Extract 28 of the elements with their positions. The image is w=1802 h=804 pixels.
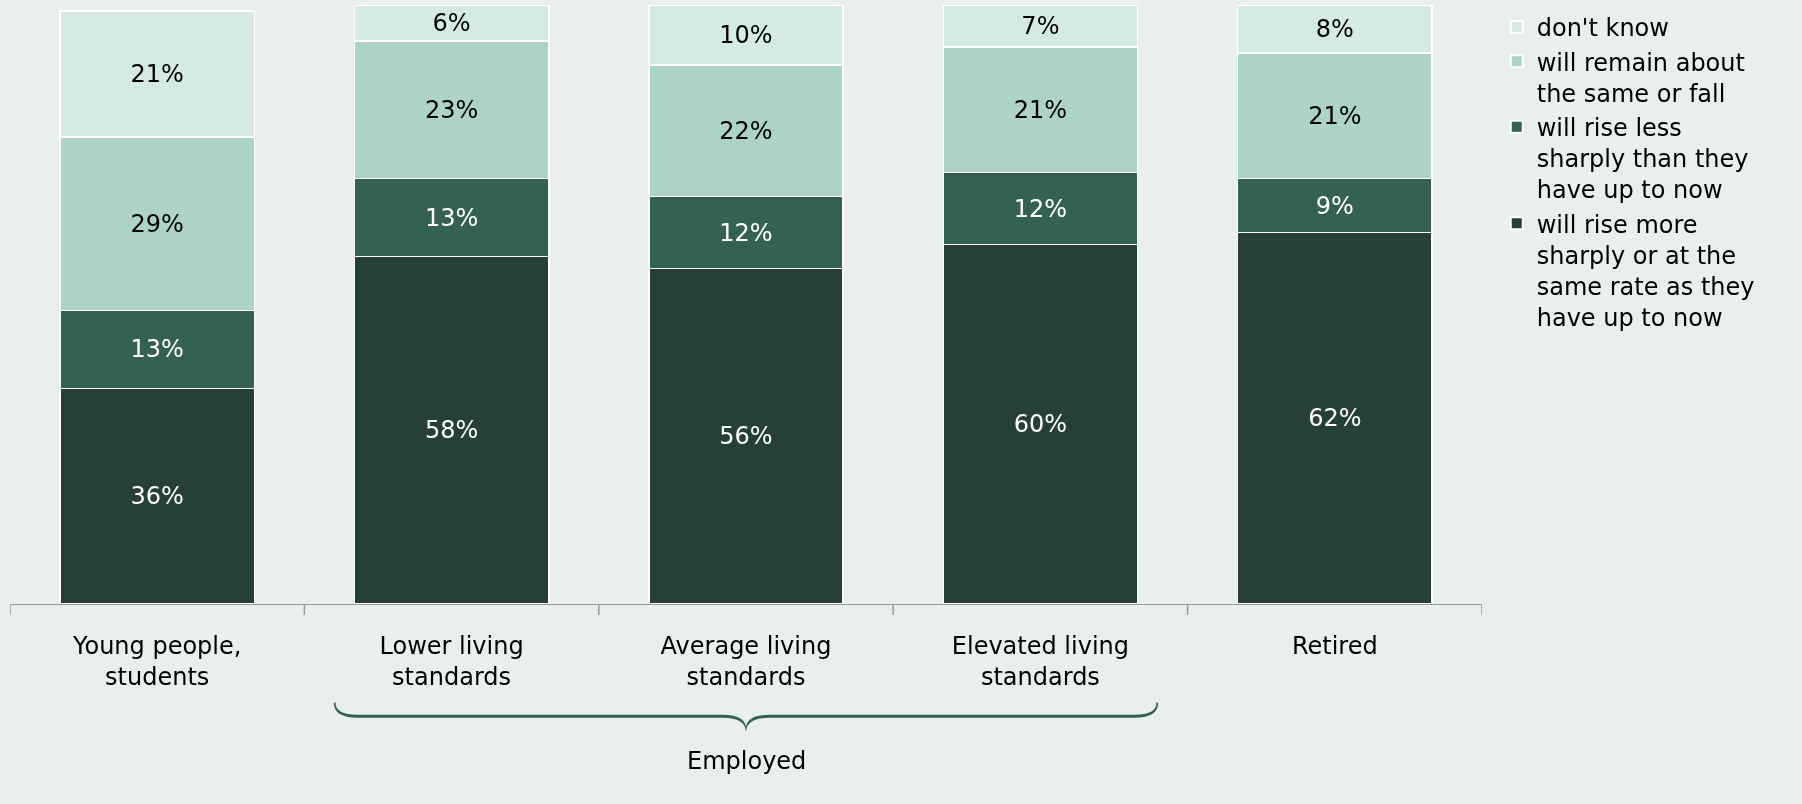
- data-label: 56%: [719, 422, 773, 451]
- data-label: 58%: [424, 416, 479, 445]
- data-label: 13%: [424, 203, 479, 232]
- x-tick-label: Lower living standards: [379, 631, 524, 691]
- x-tick-label: Young people, students: [71, 631, 242, 691]
- legend-label: don't know: [1536, 14, 1669, 43]
- data-label: 8%: [1315, 14, 1354, 43]
- x-tick-label: Elevated living standards: [951, 631, 1129, 691]
- x-tick-label: Retired: [1291, 631, 1378, 660]
- data-label: 6%: [432, 8, 471, 37]
- legend-label: will rise more sharply or at the same rate as they have up to now: [1536, 210, 1755, 333]
- data-label: 23%: [424, 95, 479, 124]
- data-label: 10%: [719, 20, 773, 49]
- data-label: 9%: [1315, 191, 1354, 220]
- text: Employed: [687, 747, 807, 775]
- data-label: 21%: [1013, 95, 1068, 124]
- data-label: 7%: [1021, 11, 1060, 40]
- data-label: 62%: [1308, 404, 1362, 433]
- data-label: 12%: [719, 218, 773, 247]
- data-label: 36%: [130, 482, 184, 511]
- data-label: 21%: [1308, 101, 1362, 130]
- x-tick-label: Average living standards: [660, 631, 832, 691]
- data-label: 60%: [1013, 410, 1068, 439]
- data-label: 12%: [1013, 194, 1068, 223]
- data-label: 13%: [130, 335, 184, 364]
- data-label: 22%: [719, 116, 773, 145]
- data-label: 29%: [130, 209, 184, 238]
- data-label: 21%: [130, 59, 184, 88]
